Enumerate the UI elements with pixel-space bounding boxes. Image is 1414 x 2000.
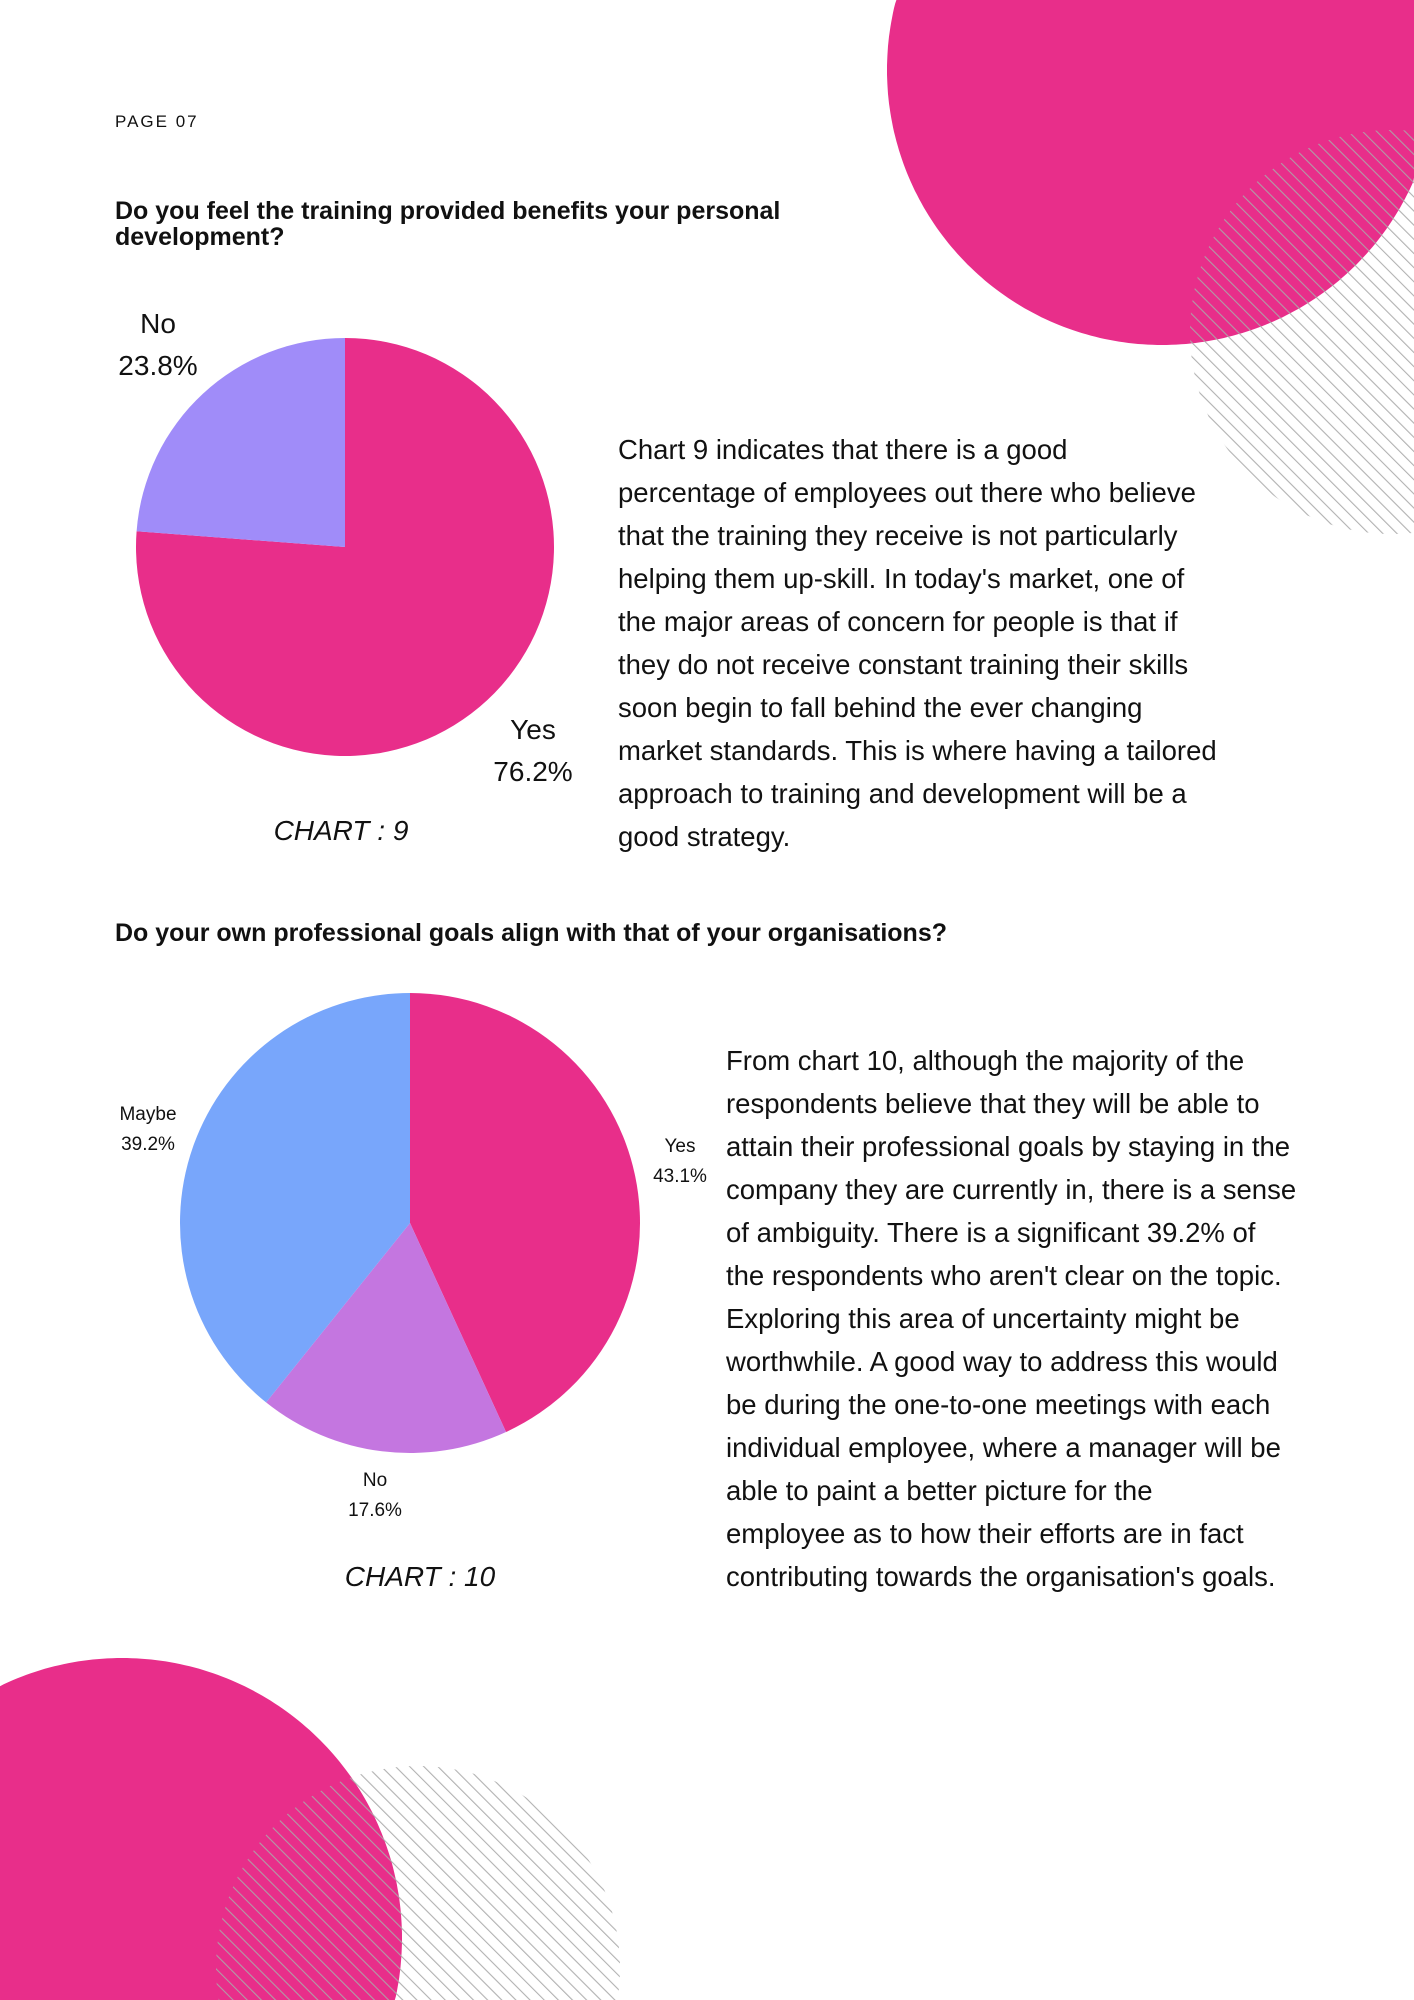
slice-value: 43.1% <box>653 1166 707 1187</box>
paragraph-line: employee as to how their efforts are in … <box>726 1518 1244 1549</box>
page-number: PAGE 07 <box>115 112 199 131</box>
paragraph-line: attain their professional goals by stayi… <box>726 1131 1291 1162</box>
hatched-circle-bottom-left <box>216 1766 620 2000</box>
slice-value: 39.2% <box>121 1134 175 1155</box>
pie-chart-10 <box>179 993 641 1453</box>
paragraph-line: market standards. This is where having a… <box>618 735 1217 766</box>
paragraph-line: they do not receive constant training th… <box>618 649 1189 680</box>
paragraph-line: helping them up-skill. In today's market… <box>618 563 1185 594</box>
chart-caption-10: CHART : 10 <box>344 1561 496 1592</box>
paragraph-line: able to paint a better picture for the <box>726 1475 1153 1506</box>
slice-value: 76.2% <box>493 756 573 787</box>
hatched-circle-top-right <box>1190 130 1414 534</box>
label-no-chart-9: No 23.8% <box>108 303 208 387</box>
pie-slice-no <box>136 338 345 547</box>
slice-label: No <box>140 308 176 339</box>
paragraph-line: be during the one-to-one meetings with e… <box>726 1389 1271 1420</box>
pie-chart-9 <box>135 338 555 757</box>
paragraph-line: that the training they receive is not pa… <box>618 520 1178 551</box>
paragraph-line: the respondents who aren't clear on the … <box>726 1260 1282 1291</box>
paragraph-chart-10: From chart 10, although the majority of … <box>726 1039 1296 1598</box>
paragraph-line: contributing towards the organisation's … <box>726 1561 1276 1592</box>
slice-label: Yes <box>664 1136 696 1157</box>
slice-label: No <box>362 1470 388 1491</box>
paragraph-line: soon begin to fall behind the ever chang… <box>618 692 1143 723</box>
paragraph-line: the major areas of concern for people is… <box>618 606 1178 637</box>
slice-value: 17.6% <box>348 1500 402 1521</box>
paragraph-line: percentage of employees out there who be… <box>618 477 1196 508</box>
chart-caption-9: CHART : 9 <box>273 815 409 846</box>
paragraph-line: individual employee, where a manager wil… <box>726 1432 1281 1463</box>
label-no-chart-10: No 17.6% <box>325 1466 425 1526</box>
label-yes-chart-9: Yes 76.2% <box>483 709 583 793</box>
question-heading-chart-9: Do you feel the training provided benefi… <box>115 197 781 251</box>
pie-slice-no <box>266 1223 507 1453</box>
paragraph-line: company they are currently in, there is … <box>726 1174 1297 1205</box>
paragraph-line: From chart 10, although the majority of … <box>726 1045 1245 1076</box>
label-maybe-chart-10: Maybe 39.2% <box>98 1100 198 1160</box>
slice-label: Yes <box>510 714 556 745</box>
paragraph-line: worthwhile. A good way to address this w… <box>726 1346 1278 1377</box>
pie-slice-yes <box>410 993 641 1432</box>
paragraph-line: of ambiguity. There is a significant 39.… <box>726 1217 1256 1248</box>
pie-slice-maybe <box>179 993 410 1403</box>
paragraph-line: good strategy. <box>618 821 791 852</box>
question-heading-chart-10: Do your own professional goals align wit… <box>115 919 947 947</box>
paragraph-line: approach to training and development wil… <box>618 778 1187 809</box>
slice-label: Maybe <box>119 1104 177 1125</box>
slice-value: 23.8% <box>118 350 198 381</box>
paragraph-chart-9: Chart 9 indicates that there is a good pe… <box>618 428 1217 858</box>
paragraph-line: Chart 9 indicates that there is a good <box>618 434 1068 465</box>
paragraph-line: respondents believe that they will be ab… <box>726 1088 1260 1119</box>
label-yes-chart-10: Yes 43.1% <box>630 1132 730 1192</box>
paragraph-line: Exploring this area of uncertainty might… <box>726 1303 1240 1334</box>
